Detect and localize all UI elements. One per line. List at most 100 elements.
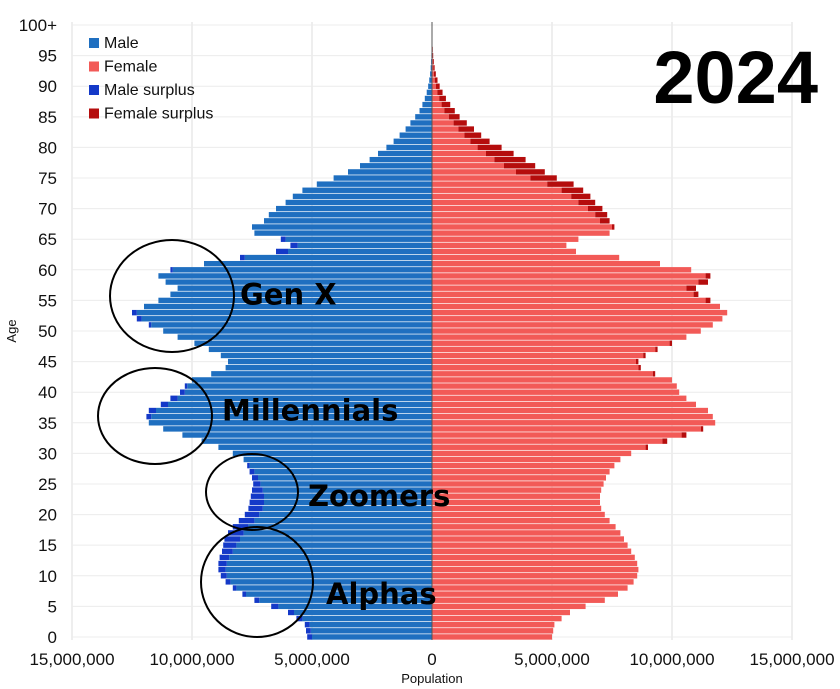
male-bar-age-28 xyxy=(249,462,432,469)
female-bar-age-84 xyxy=(432,120,454,126)
y-tick-label-15: 15 xyxy=(38,536,57,555)
female-surplus-bar-age-83 xyxy=(458,126,474,132)
male-bar-age-54 xyxy=(144,303,432,310)
male-bar-age-19 xyxy=(254,517,432,524)
female-bar-age-1 xyxy=(432,628,554,634)
female-bar-age-31 xyxy=(432,444,646,450)
male-bar-age-58 xyxy=(165,279,432,285)
female-bar-age-23 xyxy=(432,493,600,499)
male-bar-age-60 xyxy=(172,267,433,273)
female-bar-age-4 xyxy=(432,609,570,616)
male-bar-age-63 xyxy=(288,248,432,255)
female-surplus-bar-age-91 xyxy=(434,77,438,83)
female-bar-age-62 xyxy=(432,254,620,261)
female-surplus-bar-age-47 xyxy=(655,346,658,353)
female-surplus-bar-age-59 xyxy=(705,273,711,279)
male-bar-age-12 xyxy=(226,560,432,567)
male-bar-age-59 xyxy=(158,273,432,279)
male-surplus-bar-age-20 xyxy=(244,511,260,518)
female-surplus-bar-age-76 xyxy=(516,169,545,175)
male-bar-age-88 xyxy=(424,95,432,102)
male-bar-age-86 xyxy=(419,108,432,114)
x-tick-label-1: 10,000,000 xyxy=(149,650,234,669)
female-bar-age-52 xyxy=(432,316,723,322)
female-surplus-bar-age-56 xyxy=(693,291,699,297)
male-bar-age-32 xyxy=(201,438,432,444)
female-bar-age-75 xyxy=(432,175,531,181)
female-surplus-bar-age-74 xyxy=(547,181,574,187)
female-bar-age-50 xyxy=(432,328,701,334)
y-tick-label-90: 90 xyxy=(38,77,57,96)
male-bar-age-83 xyxy=(405,126,432,132)
female-surplus-bar-age-48 xyxy=(669,340,672,346)
female-surplus-bar-age-84 xyxy=(453,120,467,126)
female-bar-age-77 xyxy=(432,163,504,169)
male-surplus-bar-age-51 xyxy=(148,322,152,328)
female-bar-age-83 xyxy=(432,126,459,132)
female-bar-age-22 xyxy=(432,499,600,506)
female-bar-age-48 xyxy=(432,340,670,346)
male-bar-age-31 xyxy=(218,444,432,450)
male-surplus-bar-age-52 xyxy=(136,316,142,322)
female-bar-age-69 xyxy=(432,212,596,218)
male-bar-age-85 xyxy=(415,114,432,120)
male-surplus-bar-age-25 xyxy=(253,481,261,487)
female-bar-age-80 xyxy=(432,144,478,151)
y-tick-label-100: 100+ xyxy=(19,16,57,35)
male-bar-age-71 xyxy=(285,199,432,206)
male-bar-age-87 xyxy=(422,101,432,108)
female-bar-age-37 xyxy=(432,407,708,414)
male-bar-age-79 xyxy=(378,150,432,157)
year-label: 2024 xyxy=(653,36,818,119)
female-bar-age-66 xyxy=(432,230,610,236)
female-surplus-bar-age-31 xyxy=(645,444,648,450)
male-bar-age-9 xyxy=(230,579,432,585)
male-surplus-bar-age-7 xyxy=(242,591,246,597)
female-bar-age-9 xyxy=(432,579,634,585)
legend-swatch-0 xyxy=(89,38,99,48)
male-bar-age-89 xyxy=(426,89,432,96)
female-surplus-bar-age-79 xyxy=(486,150,514,157)
male-bar-age-29 xyxy=(243,456,432,463)
male-bar-age-17 xyxy=(243,530,432,536)
male-bar-age-72 xyxy=(292,193,432,200)
bars xyxy=(132,22,728,640)
female-bar-age-13 xyxy=(432,554,635,561)
y-axis-ticks: 0 5 10 15 20 25 30 35 40 45 50 55 60 65 70 75 80 85 90 95 10… xyxy=(19,16,57,647)
female-bar-age-70 xyxy=(432,205,588,212)
female-bar-age-36 xyxy=(432,413,713,420)
y-tick-label-55: 55 xyxy=(38,291,57,310)
annotation-label-3: Alphas xyxy=(326,577,437,611)
female-bar-age-42 xyxy=(432,377,672,383)
male-bar-age-48 xyxy=(194,340,432,346)
y-tick-label-70: 70 xyxy=(38,200,57,219)
female-bar-age-27 xyxy=(432,469,610,475)
male-bar-age-49 xyxy=(177,334,432,340)
female-bar-age-43 xyxy=(432,371,653,377)
male-surplus-bar-age-24 xyxy=(252,487,263,493)
female-bar-age-59 xyxy=(432,273,706,279)
male-bar-age-43 xyxy=(211,371,432,377)
female-surplus-bar-age-33 xyxy=(681,432,687,438)
female-surplus-bar-age-75 xyxy=(530,175,557,181)
annotation-circle-2 xyxy=(205,453,299,531)
male-surplus-bar-age-41 xyxy=(184,383,188,389)
female-bar-age-14 xyxy=(432,548,632,554)
male-surplus-bar-age-13 xyxy=(219,554,230,561)
female-bar-age-73 xyxy=(432,187,562,193)
female-bar-age-2 xyxy=(432,621,555,628)
female-surplus-bar-age-81 xyxy=(470,138,490,145)
annotation-circle-0 xyxy=(109,239,235,353)
female-bar-age-39 xyxy=(432,395,687,402)
y-tick-label-85: 85 xyxy=(38,108,57,127)
male-bar-age-8 xyxy=(236,585,432,591)
female-bar-age-91 xyxy=(432,77,435,83)
male-bar-age-57 xyxy=(177,285,432,291)
female-bar-age-46 xyxy=(432,352,644,359)
female-bar-age-20 xyxy=(432,511,605,518)
male-bar-age-15 xyxy=(236,542,432,548)
male-surplus-bar-age-62 xyxy=(240,254,245,261)
male-bar-age-78 xyxy=(369,156,432,163)
female-bar-age-21 xyxy=(432,505,602,512)
female-surplus-bar-age-87 xyxy=(441,101,451,108)
